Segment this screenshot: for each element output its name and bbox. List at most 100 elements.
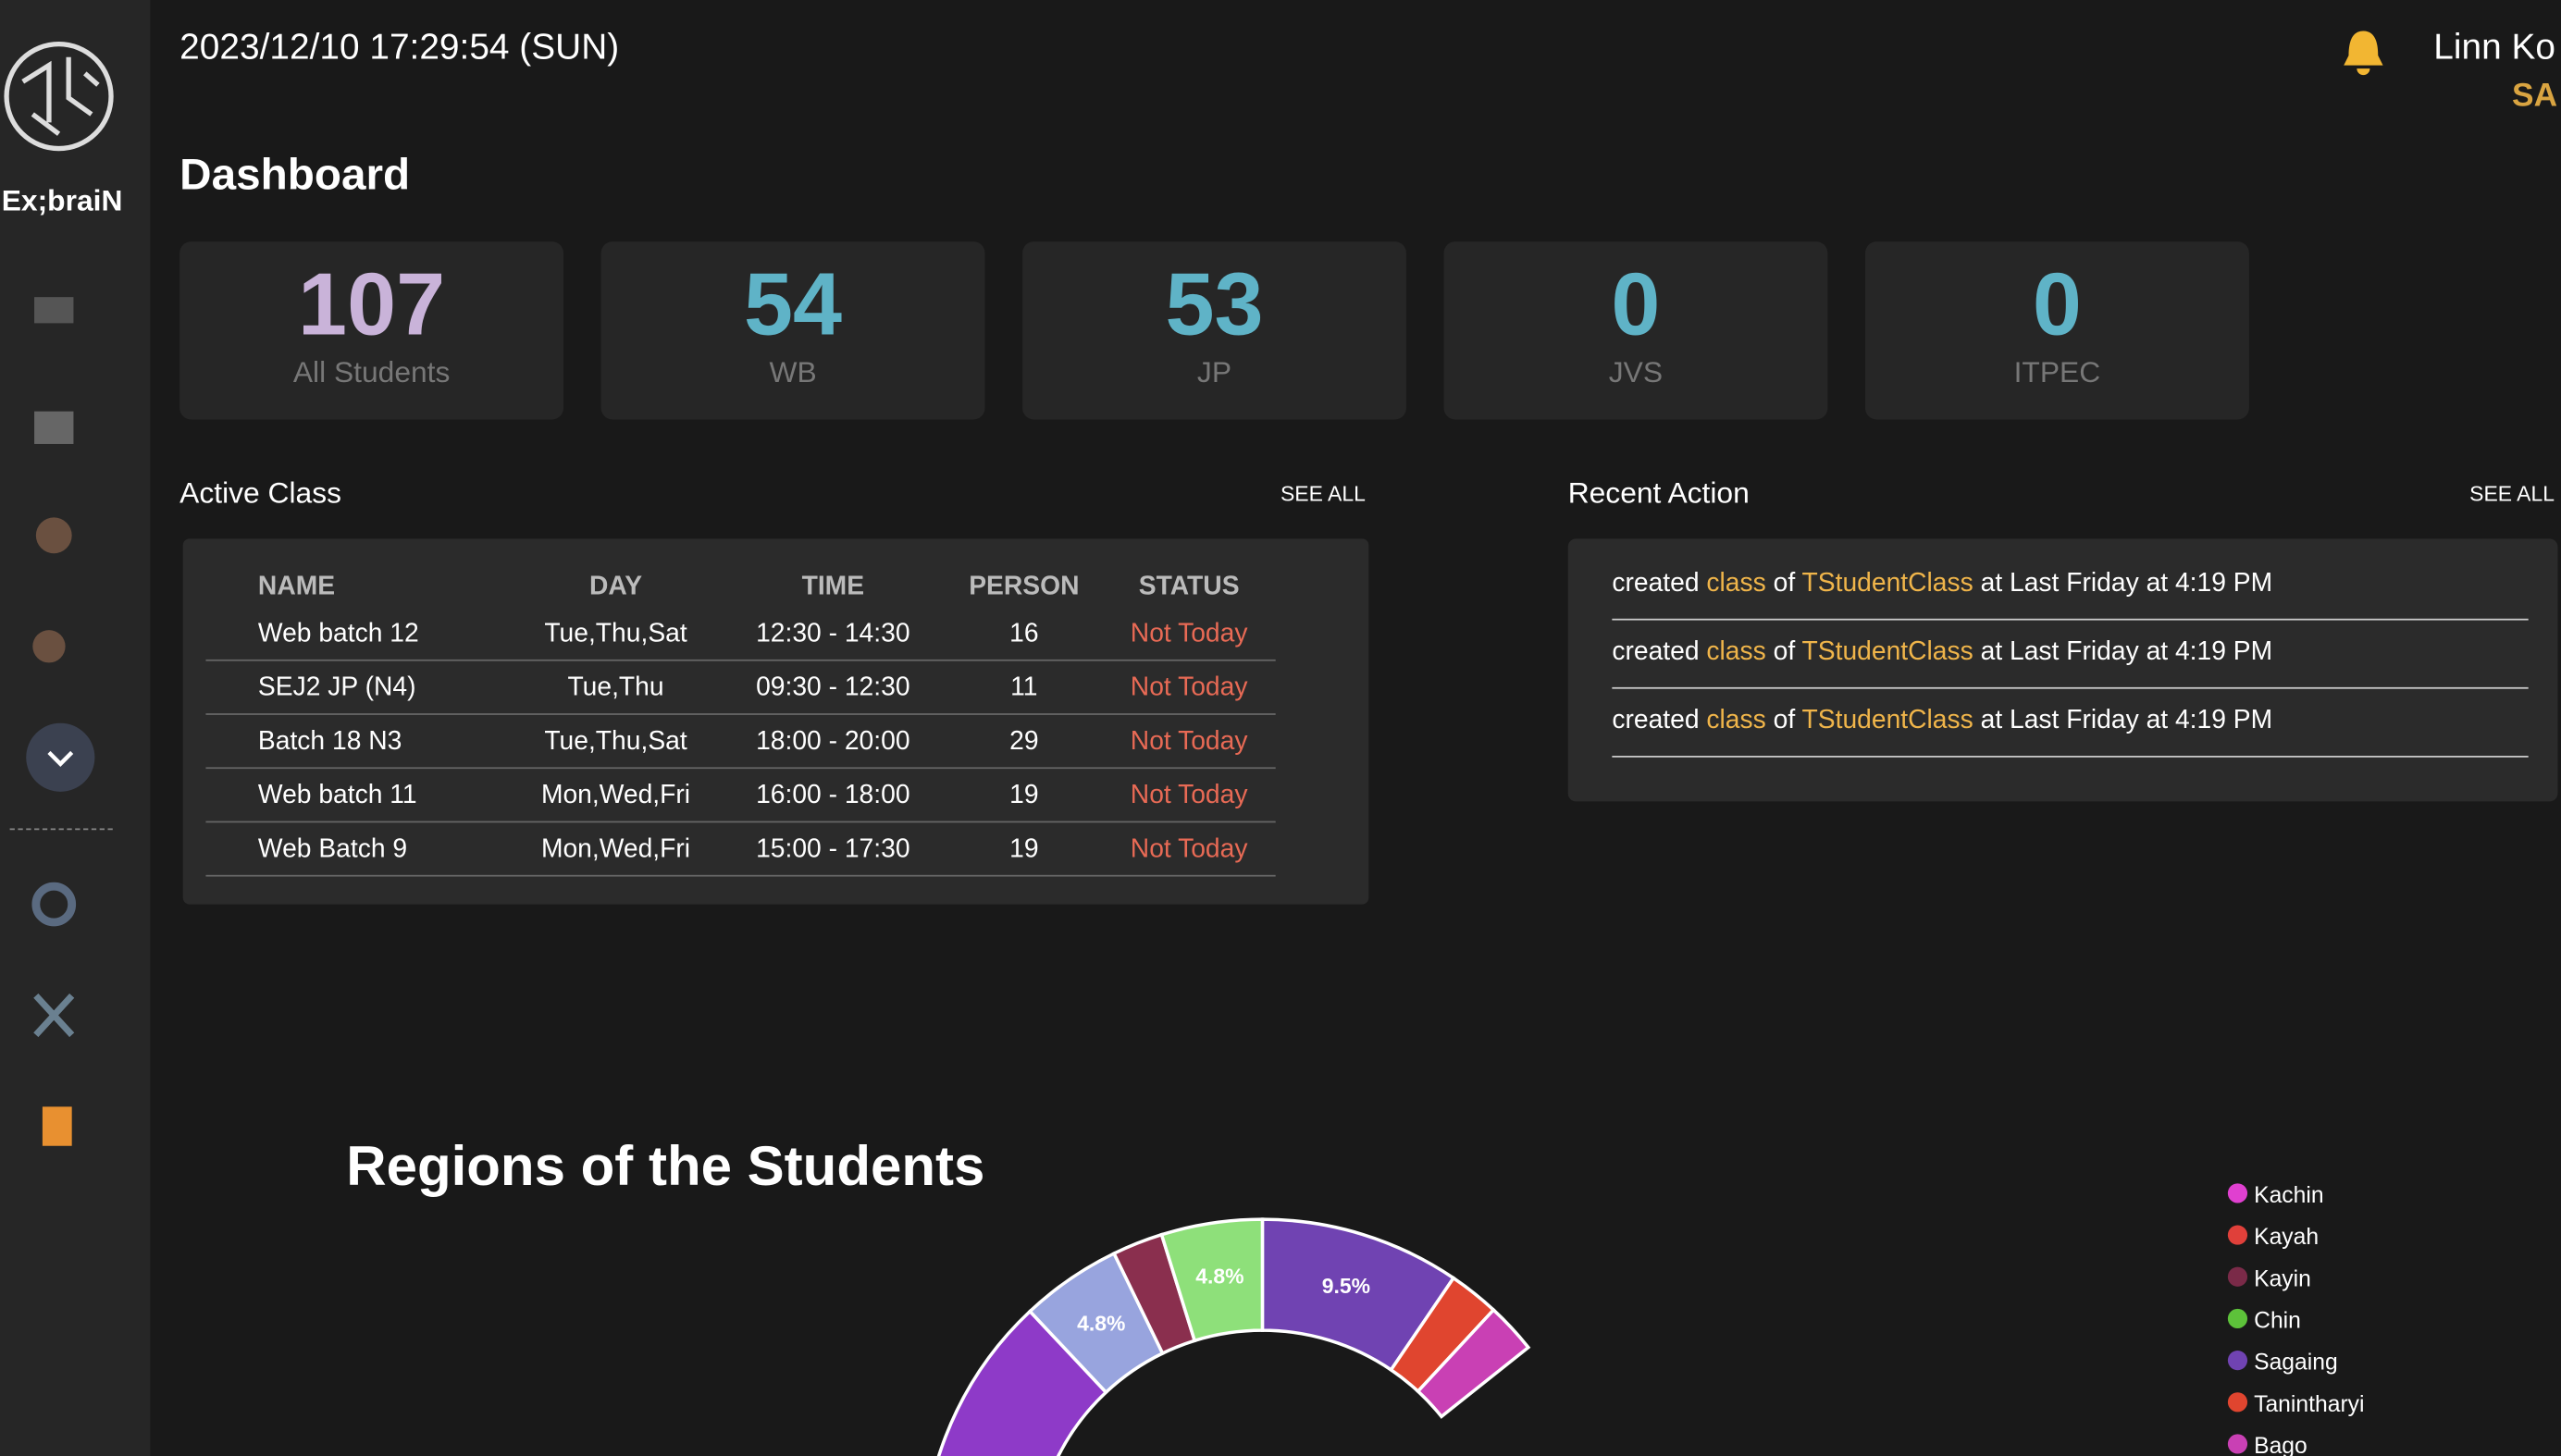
action-text: at Last Friday at 4:19 PM xyxy=(1973,637,2273,666)
table-cell: 15:00 - 17:30 xyxy=(756,835,910,864)
table-cell: Web batch 12 xyxy=(257,620,419,648)
legend-swatch xyxy=(2227,1392,2248,1413)
column-header: DAY xyxy=(588,573,643,601)
table-cell: Mon,Wed,Fri xyxy=(540,782,691,810)
action-text: TStudentClass xyxy=(1801,707,1973,735)
table-cell: 19 xyxy=(1009,782,1039,810)
row-divider xyxy=(205,821,1276,823)
logo xyxy=(4,41,114,152)
table-cell: 12:30 - 14:30 xyxy=(756,620,910,648)
nav-icon[interactable] xyxy=(34,297,74,324)
slice-label: 4.8% xyxy=(1195,1265,1243,1289)
legend-swatch xyxy=(2227,1308,2248,1329)
pie-slice xyxy=(1416,1307,1531,1419)
page-title: Dashboard xyxy=(179,150,411,200)
table-cell: Batch 18 N3 xyxy=(257,728,402,757)
action-text: of xyxy=(1765,707,1802,735)
legend-swatch xyxy=(2227,1266,2248,1287)
action-text: TStudentClass xyxy=(1801,637,1973,666)
action-text: class xyxy=(1706,707,1766,735)
legend-label: Tanintharyi xyxy=(2254,1392,2364,1417)
table-cell: Not Today xyxy=(1130,728,1248,757)
bell xyxy=(2344,31,2383,76)
action-text: created xyxy=(1612,569,1707,598)
see-all[interactable]: SEE ALL xyxy=(1280,481,1366,507)
action-divider xyxy=(1612,618,2529,621)
settings-icon[interactable] xyxy=(31,882,77,927)
action-text: class xyxy=(1706,569,1766,598)
expand-button[interactable] xyxy=(26,722,95,792)
nav-icon[interactable] xyxy=(35,517,72,554)
legend-swatch xyxy=(2227,1434,2248,1454)
stat-card: 107 All Students xyxy=(179,241,564,420)
legend-label: Bago xyxy=(2254,1434,2307,1456)
table-cell: 11 xyxy=(1010,673,1038,702)
stat-card: 0 ITPEC xyxy=(1864,241,2249,420)
table-cell: Not Today xyxy=(1130,835,1248,864)
table-cell: 09:30 - 12:30 xyxy=(756,673,910,702)
stat-card: 54 WB xyxy=(600,241,985,420)
sidebar: Ex;braiN xyxy=(0,0,151,1456)
table-cell: Tue,Thu xyxy=(567,673,664,702)
legend-label: Chin xyxy=(2254,1309,2301,1334)
table-cell: 16 xyxy=(1009,620,1039,648)
nav-icon[interactable] xyxy=(34,411,74,444)
table-cell: 18:00 - 20:00 xyxy=(756,728,910,757)
table-cell: Tue,Thu,Sat xyxy=(544,620,687,648)
column-header: PERSON xyxy=(969,573,1080,601)
column-header: NAME xyxy=(257,573,336,601)
stat-card: 0 JVS xyxy=(1443,241,1828,420)
see-all[interactable]: SEE ALL xyxy=(2469,481,2555,507)
legend-label: Kayah xyxy=(2254,1225,2319,1250)
action-item: created class of TStudentClass at Last F… xyxy=(1612,707,2272,736)
action-text: created xyxy=(1612,707,1707,735)
action-text: TStudentClass xyxy=(1801,569,1973,598)
stat-value: 107 xyxy=(298,256,446,354)
table-cell: Web Batch 9 xyxy=(257,835,408,864)
action-item: created class of TStudentClass at Last F… xyxy=(1612,570,2272,599)
row-divider xyxy=(205,874,1276,877)
section-title: Active Class xyxy=(179,476,342,510)
stat-label: JP xyxy=(1196,355,1232,389)
table-cell: Mon,Wed,Fri xyxy=(540,835,691,864)
table-cell: Web batch 11 xyxy=(257,782,417,810)
stat-value: 53 xyxy=(1165,256,1264,354)
action-text: of xyxy=(1765,637,1802,666)
brand: Ex;braiN xyxy=(1,184,123,217)
section-title: Recent Action xyxy=(1567,476,1750,510)
table-cell: Not Today xyxy=(1130,620,1248,648)
bell-icon[interactable] xyxy=(2339,26,2388,78)
stat-card: 53 JP xyxy=(1022,241,1406,420)
column-header: TIME xyxy=(801,573,865,601)
legend-swatch xyxy=(2227,1183,2248,1203)
logo-lines xyxy=(21,56,100,136)
legend-swatch xyxy=(2227,1351,2248,1371)
action-text: at Last Friday at 4:19 PM xyxy=(1973,707,2273,735)
action-item: created class of TStudentClass at Last F… xyxy=(1612,638,2272,668)
legend-label: Kayin xyxy=(2254,1266,2311,1291)
table-cell: 19 xyxy=(1009,835,1039,864)
action-list: created class of TStudentClass at Last F… xyxy=(1567,538,2558,802)
row-divider xyxy=(205,659,1276,661)
slice-label: 9.5% xyxy=(1322,1274,1370,1298)
stat-value: 54 xyxy=(744,256,843,354)
column-header: STATUS xyxy=(1138,573,1240,601)
logout-icon[interactable] xyxy=(42,1106,72,1146)
stat-label: WB xyxy=(769,355,817,389)
row-divider xyxy=(205,713,1276,715)
nav-icon[interactable] xyxy=(32,630,66,663)
table-cell: Tue,Thu,Sat xyxy=(544,728,687,757)
action-divider xyxy=(1612,686,2529,689)
datetime: 2023/12/10 17:29:54 (SUN) xyxy=(179,26,620,68)
legend-label: Kachin xyxy=(2254,1183,2324,1208)
tools-icon[interactable] xyxy=(33,993,75,1038)
table-cell: SEJ2 JP (N4) xyxy=(257,673,416,702)
row-divider xyxy=(205,767,1276,770)
user-name[interactable]: Linn Ko xyxy=(2433,26,2556,68)
action-text: of xyxy=(1765,569,1802,598)
stat-value: 0 xyxy=(2032,256,2082,354)
legend-label: Sagaing xyxy=(2254,1351,2338,1376)
